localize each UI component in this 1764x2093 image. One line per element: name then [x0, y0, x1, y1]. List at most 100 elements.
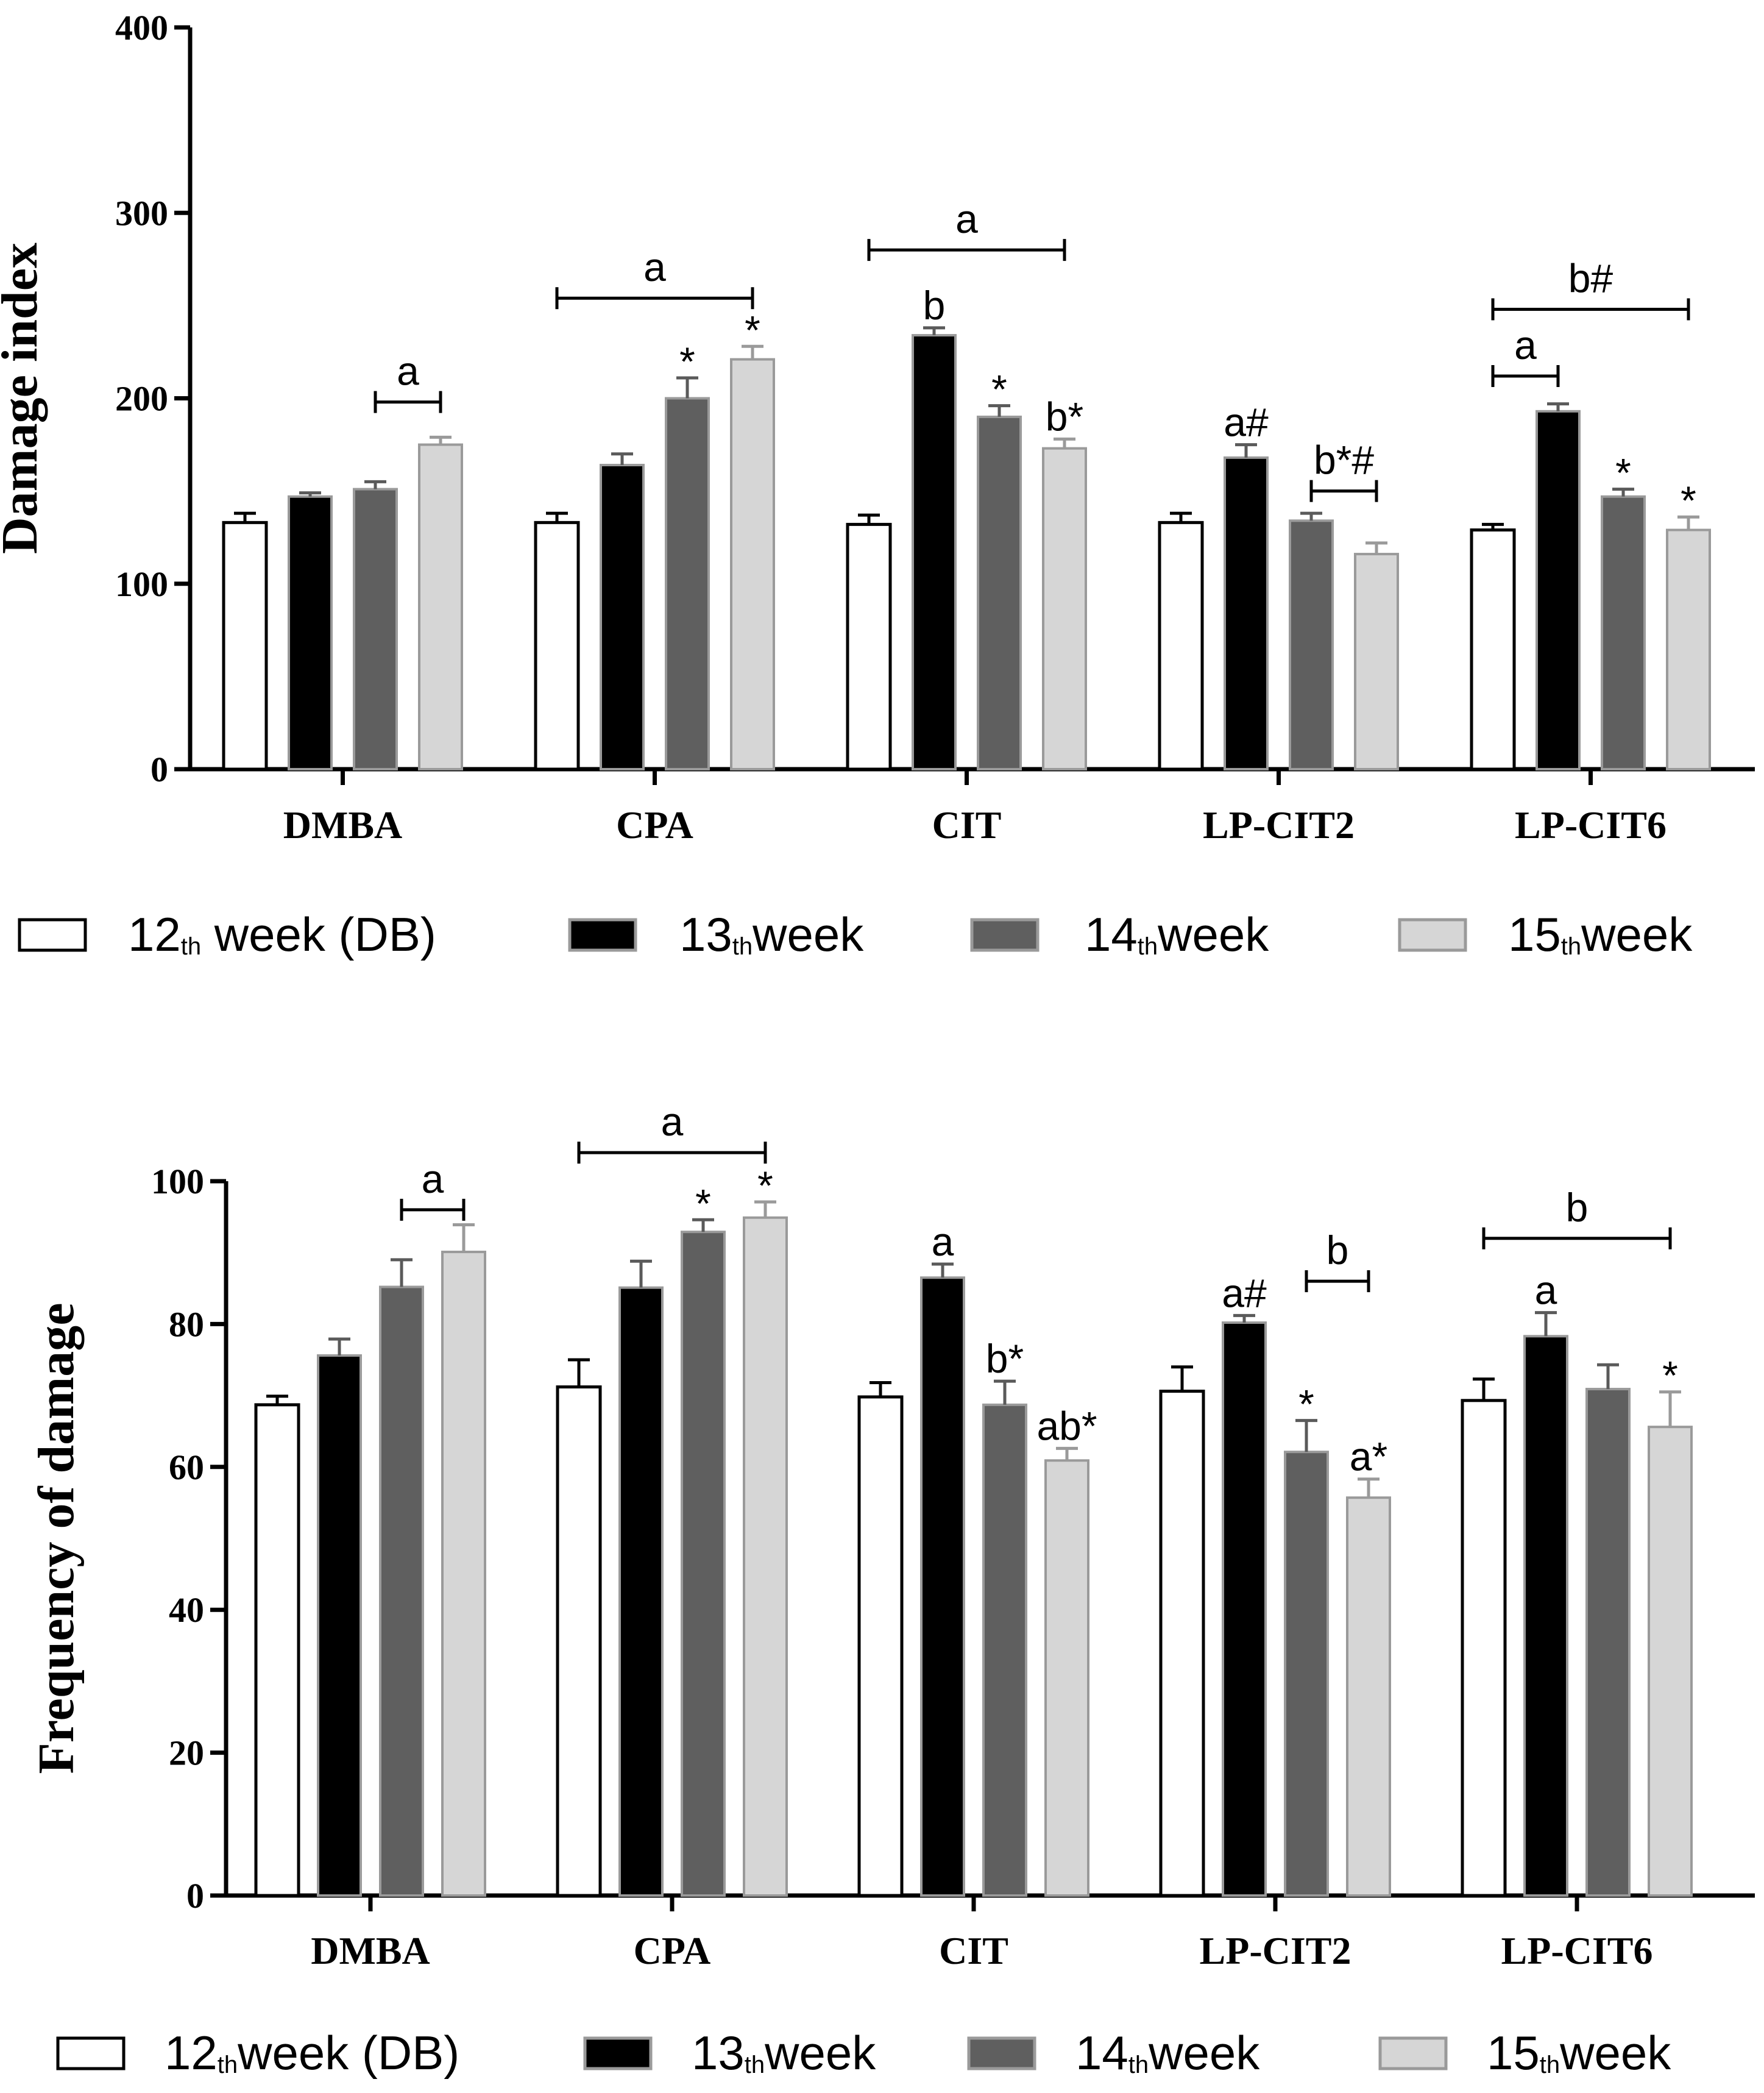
y-tick-label: 80 [169, 1304, 204, 1344]
y-tick-label: 60 [169, 1448, 204, 1487]
bar-lp-cit6-12th-week-db [1461, 1399, 1507, 1897]
bar-cpa-14th-week [665, 397, 710, 770]
bar-dmba-15th-week [441, 1251, 486, 1897]
bracket-label: a [643, 244, 666, 290]
y-tick-label: 300 [115, 193, 168, 233]
bracket-label: b [1327, 1228, 1349, 1273]
legend-label-12th-week-db: 12th week (DB) [128, 908, 436, 961]
bracket-label: a [955, 196, 978, 241]
legend-label-15th-week: 15thweek [1487, 2026, 1671, 2080]
bar-lp-cit6-13th-week [1523, 1335, 1568, 1897]
bar-cit-15th-week [1042, 447, 1087, 770]
category-label-lp-cit2: LP-CIT2 [1200, 1929, 1351, 1972]
bar-lp-cit2-13th-week [1224, 456, 1269, 770]
legend-swatch-12th-week-db [18, 918, 87, 952]
category-label-lp-cit6: LP-CIT6 [1515, 803, 1667, 847]
legend-swatch-15th-week [1398, 918, 1467, 952]
bar-dmba-13th-week [288, 495, 333, 770]
category-label-cpa: CPA [634, 1929, 711, 1972]
significance-label: * [757, 1163, 773, 1208]
legend-label-14th-week: 14thweek [1085, 908, 1269, 961]
bar-lp-cit2-14th-week [1289, 519, 1334, 770]
bar-lp-cit2-15th-week [1346, 1496, 1391, 1897]
bar-cit-14th-week [977, 415, 1022, 770]
significance-label: * [695, 1181, 711, 1226]
bar-cpa-12th-week-db [534, 521, 580, 771]
significance-label: * [1615, 450, 1631, 496]
significance-label: b* [1046, 394, 1083, 439]
y-axis-title: Frequency of damage [28, 1302, 85, 1774]
significance-label: * [679, 339, 695, 384]
bar-dmba-13th-week [317, 1354, 362, 1897]
legend: 12th week (DB) 13thweek 14thweek 15thweek [18, 908, 1693, 961]
legend-label-13th-week: 13thweek [679, 908, 864, 961]
significance-label: b* [986, 1336, 1024, 1381]
bar-lp-cit6-12th-week-db [1470, 528, 1516, 771]
legend-swatch-14th-week [967, 2036, 1036, 2070]
bar-lp-cit2-14th-week [1284, 1451, 1329, 1897]
bar-lp-cit2-15th-week [1354, 553, 1399, 770]
bracket-label: b# [1568, 255, 1613, 300]
bracket-label: a [397, 349, 419, 394]
legend-label-12th-week-db: 12thweek (DB) [165, 2026, 459, 2080]
significance-label: ab* [1036, 1403, 1097, 1448]
category-label-lp-cit6: LP-CIT6 [1501, 1929, 1653, 1972]
y-tick-label: 20 [169, 1733, 204, 1773]
significance-label: * [1681, 478, 1696, 523]
significance-label: a# [1222, 1270, 1267, 1315]
legend-label-14th-week: 14thweek [1075, 2026, 1260, 2080]
y-tick-label: 0 [151, 750, 168, 789]
significance-label: * [1662, 1353, 1678, 1398]
bracket-label: a [1514, 322, 1537, 368]
category-label-lp-cit2: LP-CIT2 [1203, 803, 1355, 847]
bar-dmba-12th-week-db [254, 1403, 300, 1897]
bar-lp-cit6-13th-week [1536, 410, 1581, 770]
bar-lp-cit6-15th-week [1666, 528, 1711, 771]
bar-cit-15th-week [1044, 1459, 1089, 1897]
legend-label-13th-week: 13thweek [692, 2026, 876, 2080]
bar-lp-cit2-12th-week-db [1159, 1390, 1205, 1897]
category-label-cit: CIT [932, 803, 1002, 847]
bar-cit-13th-week [912, 334, 957, 770]
bar-dmba-14th-week [353, 488, 398, 771]
bar-cpa-15th-week [743, 1216, 788, 1897]
bracket-label: a [661, 1099, 684, 1144]
category-label-dmba: DMBA [311, 1929, 430, 1972]
bracket-label: a [422, 1156, 444, 1201]
legend-label-15th-week: 15thweek [1508, 908, 1693, 961]
bar-lp-cit6-14th-week [1585, 1388, 1631, 1897]
bracket-label: b [1566, 1185, 1589, 1230]
bar-lp-cit6-15th-week [1648, 1426, 1693, 1897]
legend-swatch-14th-week [970, 918, 1040, 952]
bar-lp-cit6-14th-week [1601, 495, 1646, 770]
significance-label: * [1298, 1382, 1314, 1427]
bar-cit-14th-week [982, 1403, 1027, 1897]
legend-swatch-13th-week [583, 2036, 653, 2070]
bar-dmba-14th-week [379, 1285, 424, 1897]
significance-label: a# [1224, 400, 1269, 445]
significance-label: a [932, 1219, 954, 1264]
bar-cit-13th-week [920, 1276, 965, 1897]
y-axis-title: Damage index [0, 243, 48, 554]
bar-cpa-14th-week [681, 1231, 726, 1897]
bracket-label: b*# [1314, 438, 1374, 483]
bar-cpa-12th-week-db [556, 1385, 602, 1897]
bar-dmba-15th-week [418, 443, 463, 770]
bar-cit-12th-week-db [846, 522, 892, 771]
bar-cpa-13th-week [618, 1286, 664, 1897]
bar-cpa-15th-week [730, 358, 775, 770]
bar-lp-cit2-12th-week-db [1158, 521, 1204, 771]
bar-cit-12th-week-db [857, 1395, 904, 1897]
significance-label: a [1535, 1268, 1557, 1313]
frequency-of-damage-panel: 0 20 40 60 80 100 Frequency of damage DMBA CPA CI… [28, 1099, 1755, 2080]
significance-label: * [745, 307, 760, 352]
significance-label: a* [1350, 1434, 1387, 1479]
y-tick-label: 100 [115, 564, 168, 604]
y-tick-label: 40 [169, 1590, 204, 1630]
legend-swatch-15th-week [1378, 2036, 1448, 2070]
damage-index-panel: 0 100 200 300 400 Damage index DMBA CPA CIT LP-CI… [0, 8, 1755, 961]
y-tick-label: 0 [186, 1876, 204, 1916]
category-label-cpa: CPA [616, 803, 693, 847]
legend: 12thweek (DB) 13thweek 14thweek 15thweek [56, 2026, 1671, 2080]
bar-cpa-13th-week [600, 464, 645, 771]
